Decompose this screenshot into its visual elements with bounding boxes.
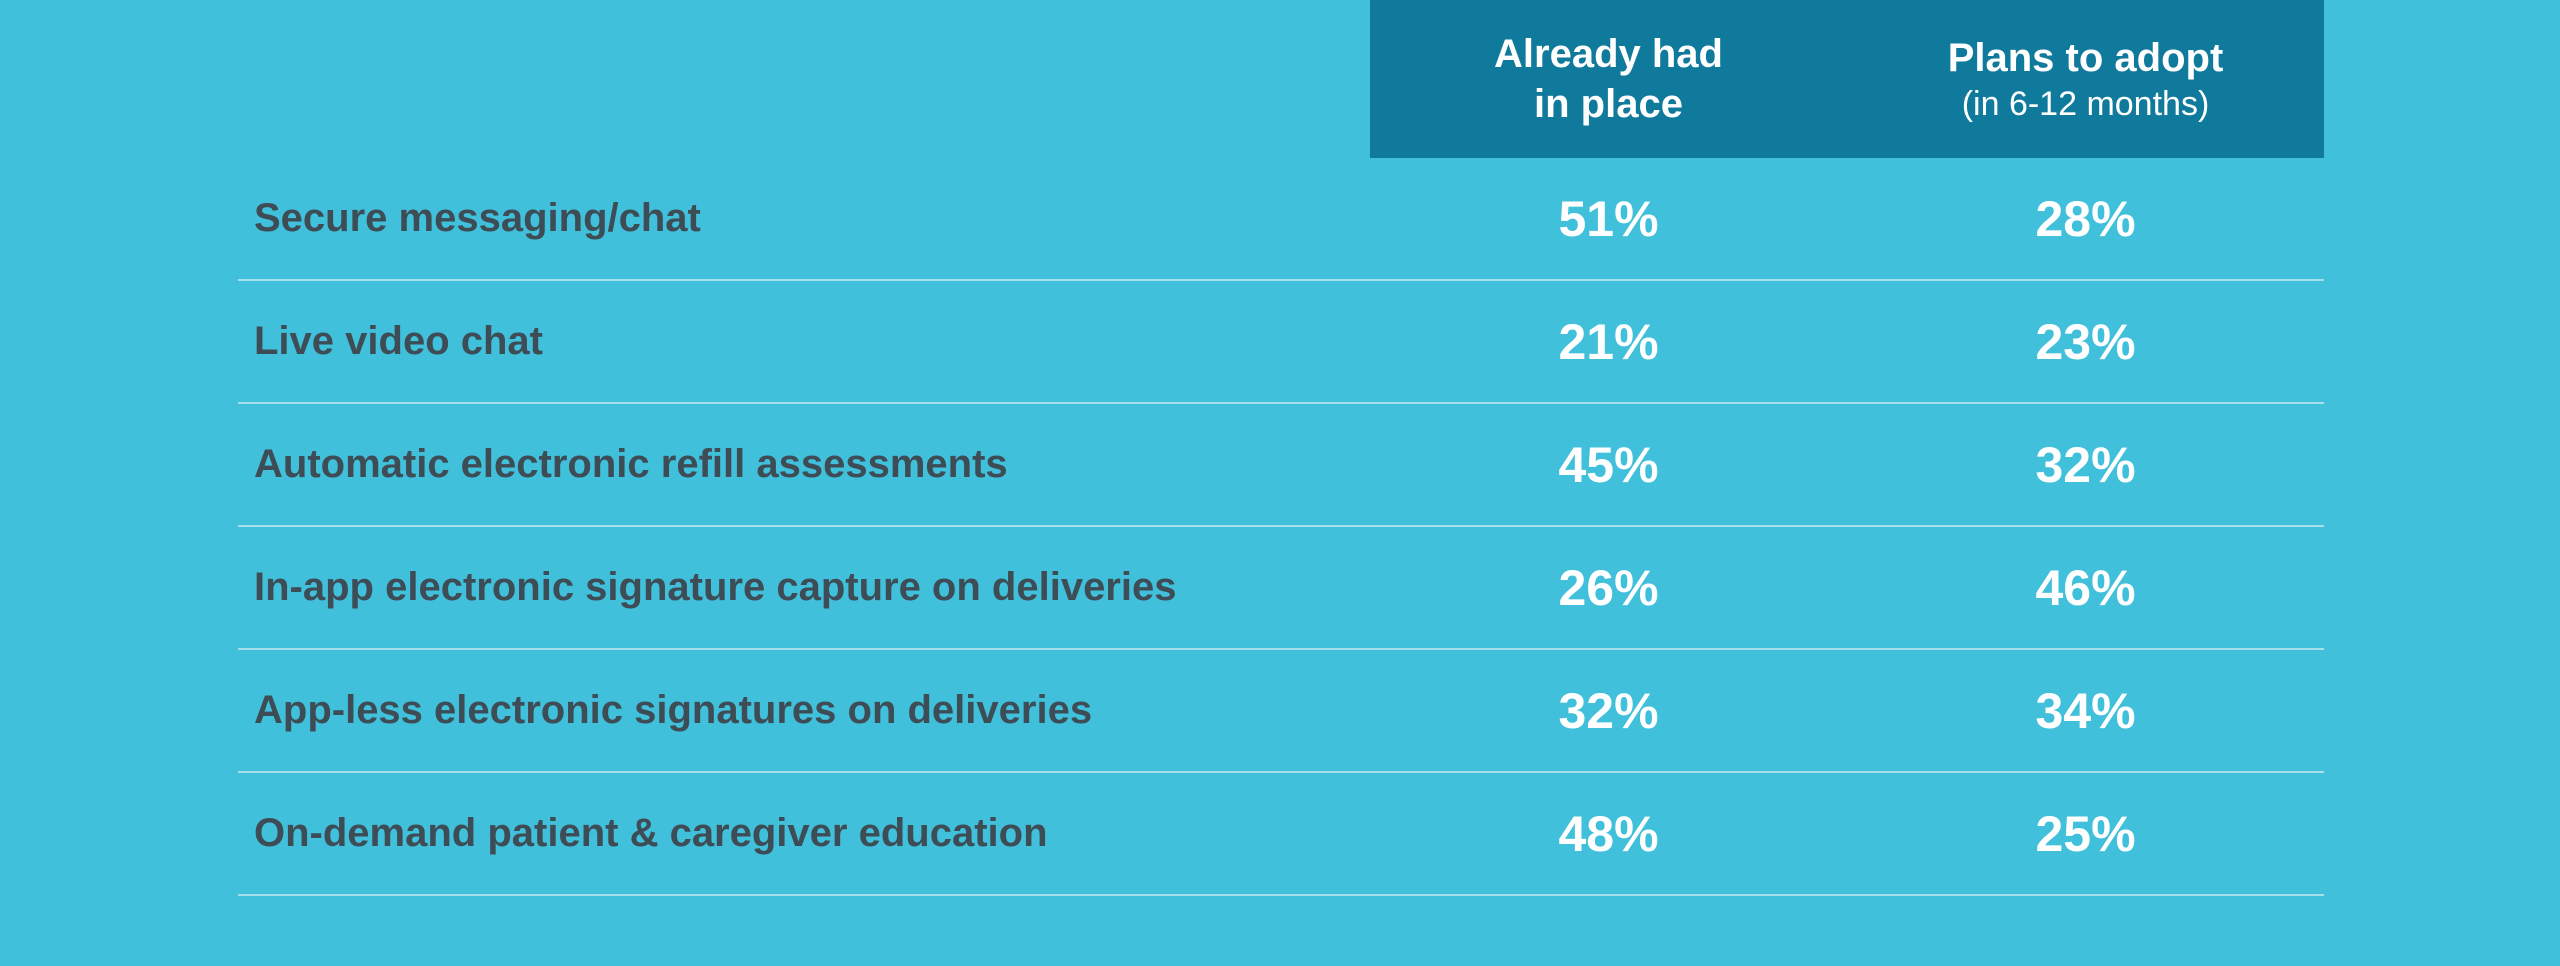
value-plans-to-adopt: 34% [2035, 682, 2136, 739]
table-row: In-app electronic signature capture on d… [238, 527, 2324, 650]
value-already-in-place: 45% [1558, 436, 1659, 493]
value-already-in-place: 32% [1558, 682, 1659, 739]
value-already-in-place: 21% [1558, 313, 1659, 370]
row-label: In-app electronic signature capture on d… [254, 565, 1177, 609]
value-already-in-place: 26% [1558, 559, 1659, 616]
table-row: App-less electronic signatures on delive… [238, 650, 2324, 773]
value-plans-to-adopt: 46% [2035, 559, 2136, 616]
row-label: Automatic electronic refill assessments [254, 442, 1008, 486]
row-label: On-demand patient & caregiver education [254, 811, 1048, 855]
adoption-table: Already had in place Plans to adopt (in … [238, 0, 2324, 896]
value-plans-to-adopt: 32% [2035, 436, 2136, 493]
value-plans-to-adopt: 25% [2035, 805, 2136, 862]
value-plans-to-adopt: 23% [2035, 313, 2136, 370]
header-band [1370, 0, 2324, 158]
table-row: On-demand patient & caregiver education … [238, 773, 2324, 896]
column-header-plans-to-adopt: Plans to adopt (in 6-12 months) [1847, 0, 2324, 158]
table-row: Live video chat 21% 23% [238, 281, 2324, 404]
column-header-title: Already had in place [1494, 32, 1723, 126]
value-already-in-place: 48% [1558, 805, 1659, 862]
table-body: Secure messaging/chat 51% 28% Live video… [238, 158, 2324, 896]
value-plans-to-adopt: 28% [2035, 190, 2136, 247]
table-row: Secure messaging/chat 51% 28% [238, 158, 2324, 281]
column-header-subtitle: (in 6-12 months) [1961, 85, 2210, 123]
table-row: Automatic electronic refill assessments … [238, 404, 2324, 527]
value-already-in-place: 51% [1558, 190, 1659, 247]
column-header-already-in-place: Already had in place [1370, 0, 1847, 158]
row-label: Secure messaging/chat [254, 196, 701, 240]
column-header-title: Plans to adopt [1947, 36, 2224, 80]
table-header: Already had in place Plans to adopt (in … [238, 0, 2324, 158]
row-label: App-less electronic signatures on delive… [254, 688, 1093, 732]
row-label: Live video chat [254, 319, 543, 363]
